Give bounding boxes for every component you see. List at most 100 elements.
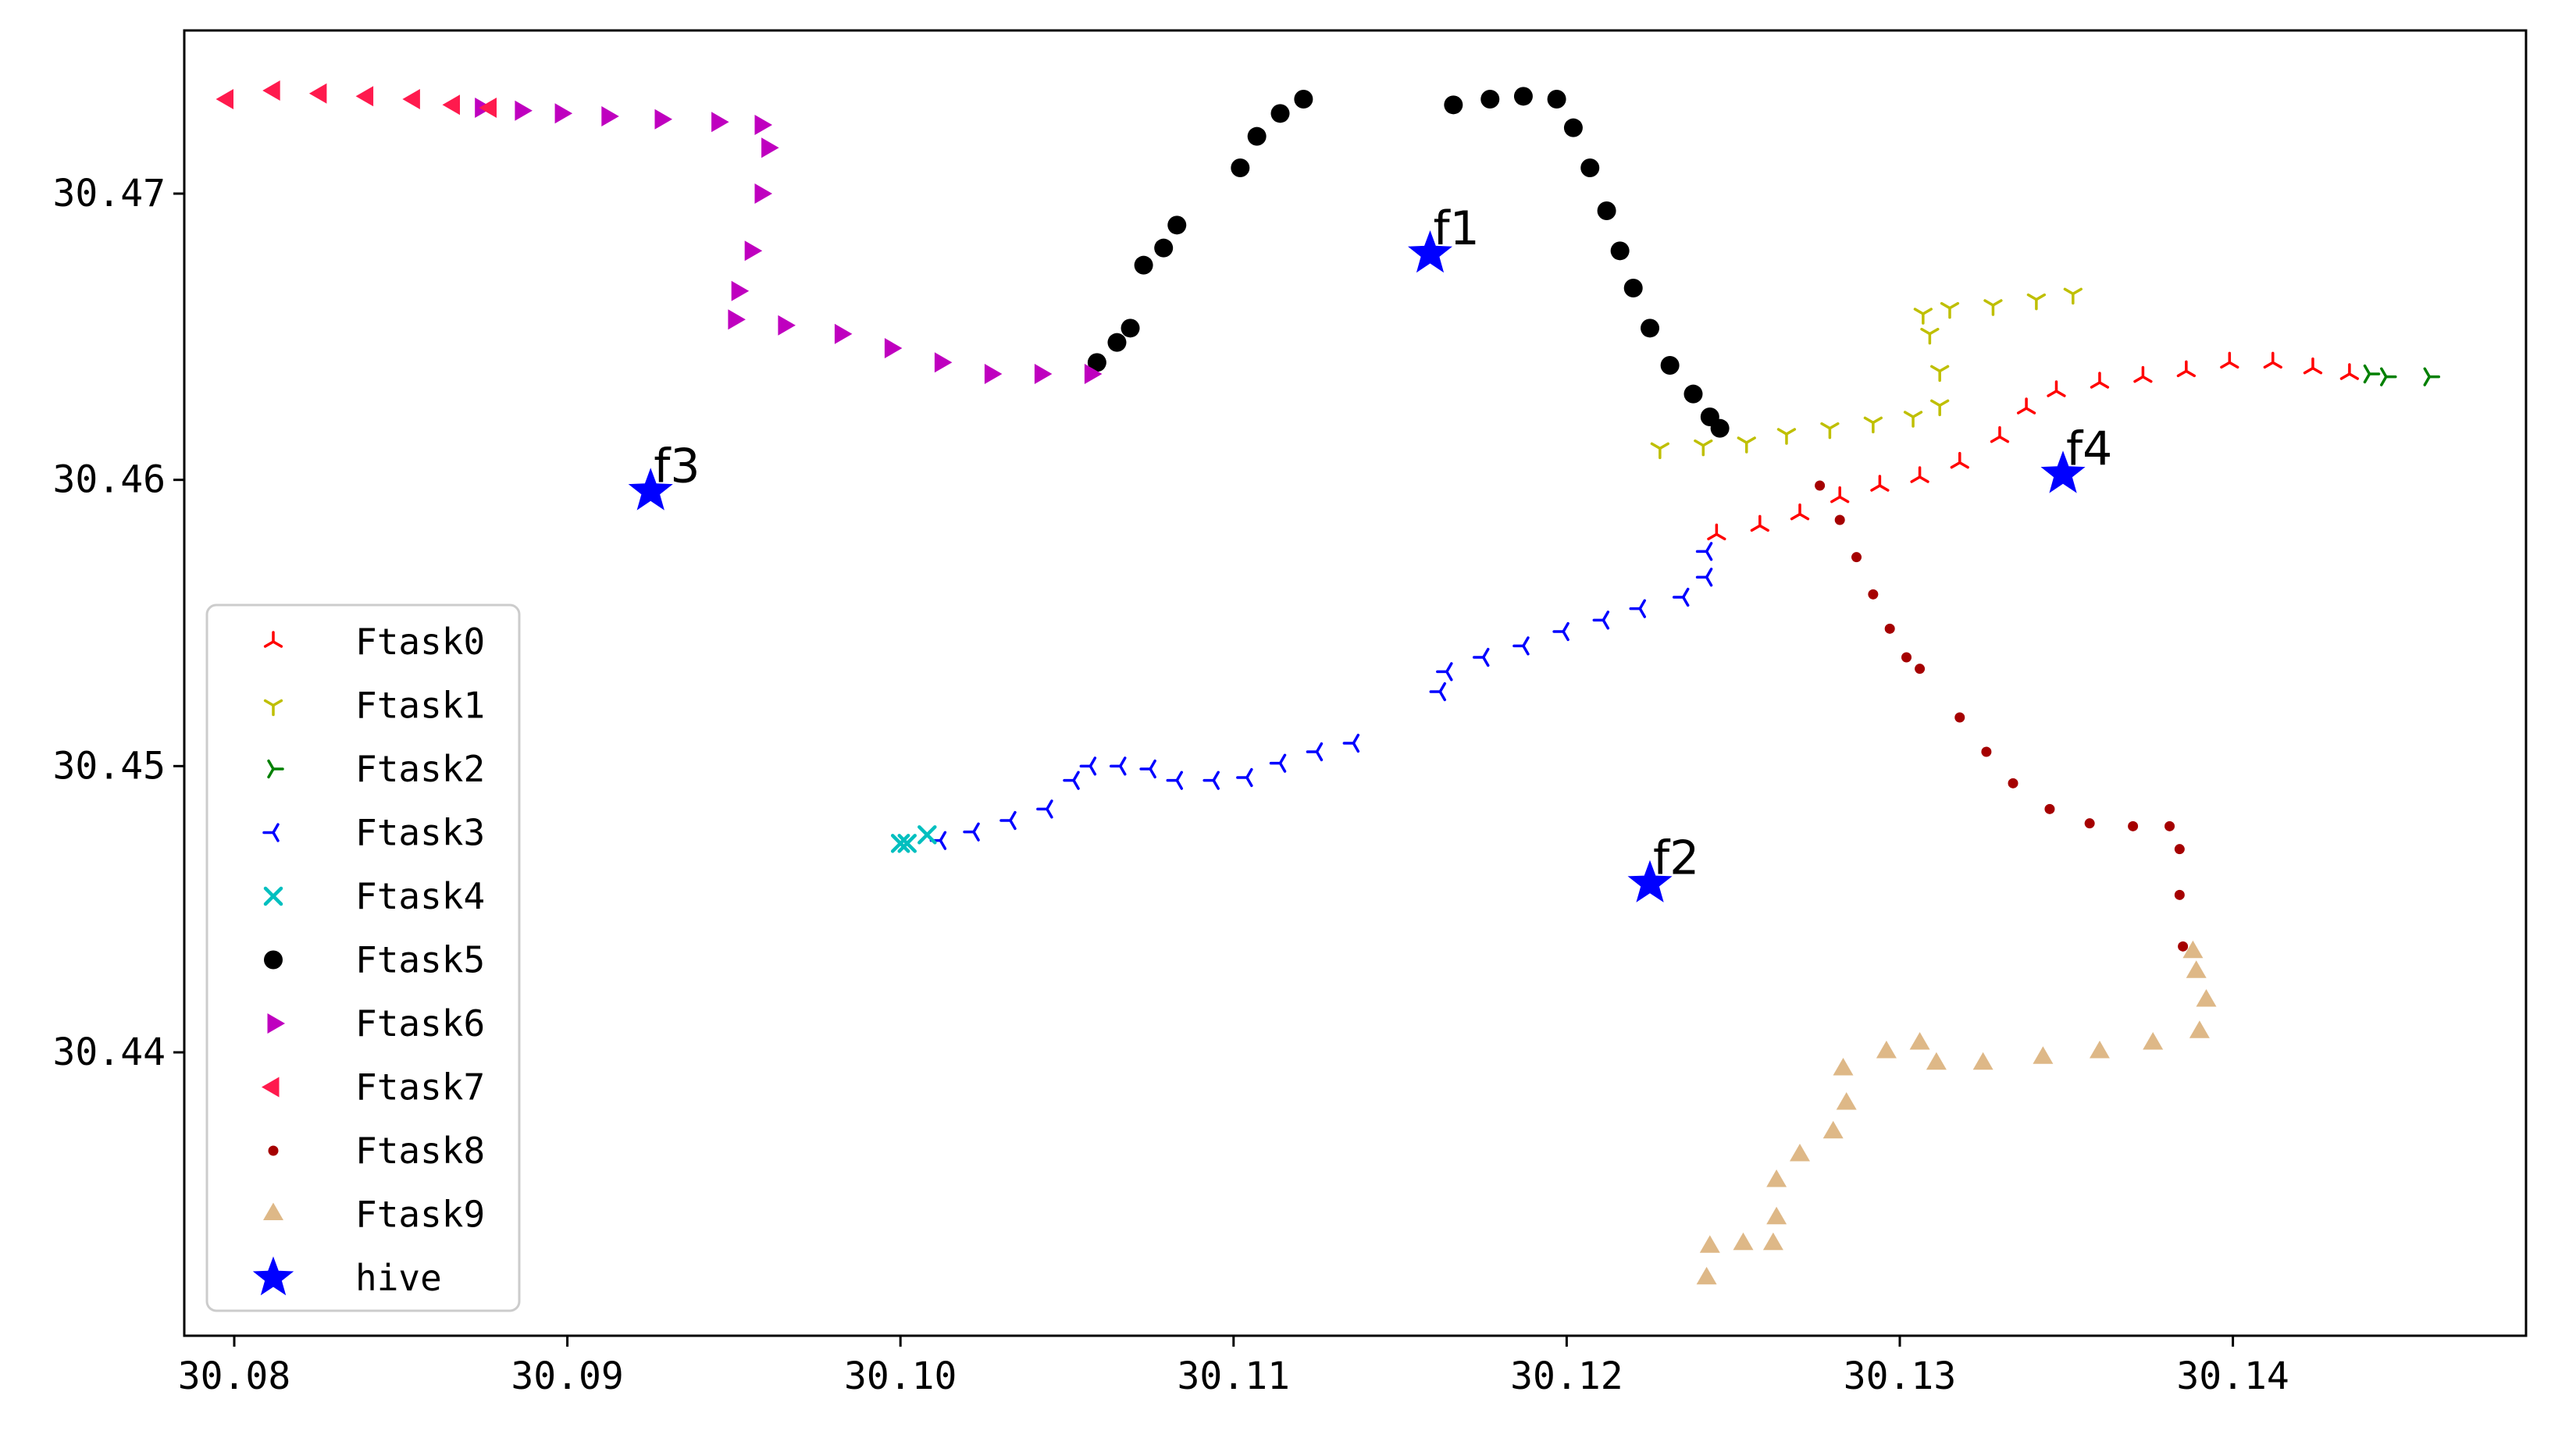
data-point (1444, 95, 1463, 115)
data-point (1436, 662, 1453, 682)
data-point (1930, 399, 1950, 417)
data-point (1294, 90, 1313, 109)
data-point (1084, 364, 1103, 384)
plot-frame (183, 29, 2528, 1337)
data-point (1920, 327, 1940, 345)
data-point (1766, 1169, 1787, 1187)
legend-marker (267, 1013, 285, 1034)
data-point (1597, 201, 1616, 220)
y-axis: 30.44 30.45 30.46 30.47 (53, 172, 184, 1074)
hive-label: f1 (1433, 201, 1479, 256)
data-point (2128, 820, 2139, 831)
data-point (1733, 1232, 1754, 1251)
data-point (1247, 126, 1267, 146)
data-point (963, 822, 980, 842)
data-point (1270, 104, 1290, 123)
legend-item-ftask4: Ftask4 (263, 875, 485, 917)
data-point (355, 86, 374, 107)
data-point (1641, 319, 1660, 338)
legend-item-ftask1: Ftask1 (263, 685, 485, 727)
y-tick-label: 30.46 (53, 458, 166, 502)
data-point (262, 80, 280, 101)
data-point (1901, 652, 1912, 663)
data-point (1913, 308, 1933, 325)
series-ftask8 (1815, 480, 2189, 952)
data-point (216, 89, 233, 109)
legend-label: Ftask8 (355, 1130, 485, 1172)
data-point (2363, 364, 2381, 384)
data-point (1876, 1041, 1897, 1059)
data-point (1472, 647, 1490, 667)
data-point (1822, 1120, 1844, 1139)
data-point (1981, 746, 1992, 757)
legend-marker (252, 1256, 294, 1296)
data-point (1868, 589, 1879, 600)
data-point (1903, 411, 1923, 428)
data-point (1650, 442, 1669, 460)
data-point (731, 280, 750, 301)
data-point (1930, 365, 1950, 383)
data-point (2063, 287, 2083, 305)
data-point (1983, 299, 2003, 316)
data-point (2143, 1032, 2164, 1050)
legend-marker (263, 886, 283, 906)
data-point (1863, 416, 1883, 434)
data-point (1087, 353, 1106, 372)
data-point (2182, 940, 2204, 959)
data-point (1139, 759, 1156, 779)
data-point (2339, 363, 2360, 380)
data-point (1695, 568, 1713, 587)
data-point (1766, 1206, 1787, 1225)
legend-label: hive (355, 1257, 442, 1299)
x-tick-label: 30.10 (844, 1354, 957, 1398)
legend-item-ftask9: Ftask9 (263, 1194, 485, 1236)
data-point (1910, 466, 1929, 483)
data-point (1429, 682, 1447, 702)
data-point (2133, 365, 2153, 383)
legend-label: Ftask9 (355, 1194, 485, 1236)
data-point (1695, 542, 1713, 561)
data-point (2189, 1020, 2210, 1038)
data-point (601, 106, 619, 126)
series-ftask9 (1696, 940, 2217, 1285)
data-point (1034, 364, 1053, 384)
data-point (984, 364, 1003, 384)
data-point (1750, 514, 1769, 532)
data-point (2040, 450, 2086, 493)
data-point (554, 103, 573, 124)
data-point (2220, 351, 2239, 369)
x-tick-label: 30.09 (511, 1354, 624, 1398)
legend-item-ftask2: Ftask2 (267, 748, 485, 790)
data-point (1915, 664, 1926, 675)
legend-item-ftask6: Ftask6 (267, 1002, 485, 1045)
data-point (999, 810, 1017, 831)
data-point (1623, 279, 1643, 297)
data-point (628, 468, 673, 511)
data-point (1776, 428, 1797, 445)
data-point (2423, 367, 2441, 386)
legend-marker (267, 759, 284, 779)
data-point (1036, 799, 1053, 819)
series-ftask0 (1707, 351, 2360, 541)
legend-label: Ftask2 (355, 748, 485, 790)
data-point (1610, 241, 1630, 261)
legend-marker (263, 1202, 283, 1220)
data-point (2090, 1041, 2110, 1059)
data-point (1833, 1058, 1854, 1076)
data-point (1107, 333, 1127, 352)
data-point (1202, 771, 1220, 790)
data-point (1790, 503, 1810, 521)
data-point (2016, 397, 2036, 415)
x-tick-label: 30.13 (1844, 1354, 1957, 1398)
hive-label: f3 (654, 439, 700, 493)
data-point (1820, 422, 1840, 440)
legend-item-ftask8: Ftask8 (268, 1130, 485, 1172)
data-point (1683, 384, 1703, 404)
data-point (402, 89, 420, 109)
data-point (2178, 941, 2189, 952)
data-point (1342, 733, 1360, 753)
data-point (1694, 439, 1713, 457)
data-point (1834, 514, 1845, 525)
data-point (1512, 636, 1530, 656)
data-point (2044, 803, 2055, 814)
